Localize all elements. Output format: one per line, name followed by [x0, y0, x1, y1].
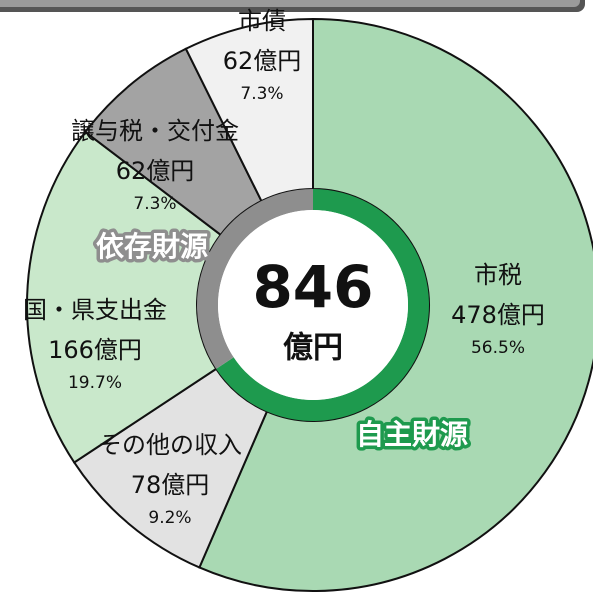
category-label: 譲与税・交付金 [71, 117, 239, 145]
total-unit: 億円 [283, 331, 343, 366]
percent-label: 19.7% [68, 373, 122, 393]
category-label: その他の収入 [98, 431, 242, 459]
percent-label: 9.2% [148, 508, 191, 528]
value-label: 62億円 [223, 47, 302, 75]
value-label: 62億円 [116, 157, 195, 185]
value-label: 166億円 [48, 336, 142, 364]
header-bar-inner [0, 0, 580, 7]
percent-label: 7.3% [240, 84, 283, 104]
group-ring [197, 189, 313, 369]
group-label: 依存財源 [96, 230, 208, 263]
category-label: 市債 [238, 7, 286, 35]
category-label: 市税 [474, 261, 522, 289]
percent-label: 56.5% [471, 338, 525, 358]
center-disc [218, 210, 408, 400]
percent-label: 7.3% [133, 194, 176, 214]
category-label: 国・県支出金 [23, 296, 167, 324]
total-value: 846 [252, 253, 373, 321]
group-label: 自主財源 [356, 418, 468, 451]
value-label: 78億円 [131, 471, 210, 499]
value-label: 478億円 [451, 301, 545, 329]
